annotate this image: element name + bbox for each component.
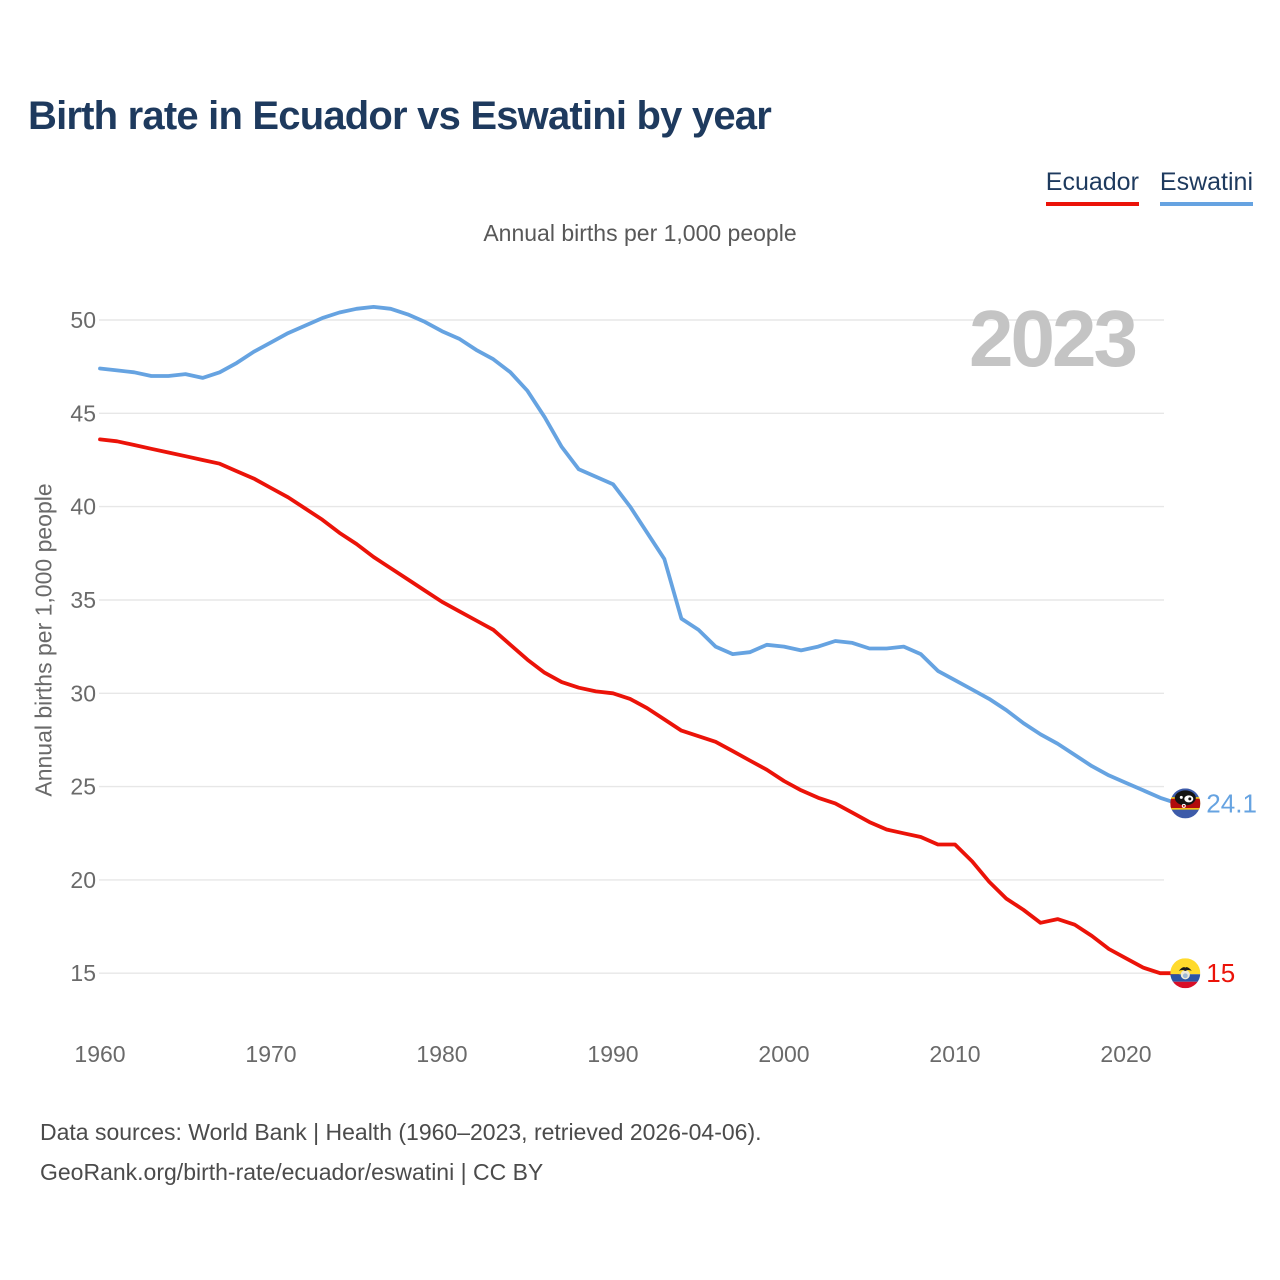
- eswatini-flag-icon: [1170, 788, 1201, 819]
- y-tick-label: 50: [70, 307, 96, 333]
- legend-item-ecuador[interactable]: Ecuador: [1045, 168, 1139, 206]
- y-tick-label: 20: [70, 867, 96, 893]
- ecuador-flag-icon: [1170, 958, 1201, 989]
- chart-subtitle: Annual births per 1,000 people: [483, 220, 797, 246]
- y-tick-label: 30: [70, 680, 96, 706]
- legend: Ecuador Eswatini: [1045, 168, 1253, 206]
- x-tick-label: 1970: [245, 1041, 296, 1067]
- x-tick-label: 2000: [758, 1041, 809, 1067]
- grid-and-axes: 15 20 25 30 35 40 45 50 1960 1970 1980 1990 2000 2010…: [70, 307, 1164, 1067]
- y-tick-label: 35: [70, 587, 96, 613]
- x-tick-label: 1960: [74, 1041, 125, 1067]
- y-tick-label: 25: [70, 774, 96, 800]
- series-lines: 15 24.1: [98, 304, 1257, 989]
- eswatini-end-value: 24.1: [1206, 788, 1257, 818]
- y-tick-label: 40: [70, 494, 96, 520]
- eswatini-line: [98, 304, 1180, 806]
- legend-label-eswatini: Eswatini: [1159, 168, 1253, 196]
- legend-label-ecuador: Ecuador: [1045, 168, 1139, 196]
- footer-url-line: GeoRank.org/birth-rate/ecuador/eswatini …: [40, 1159, 544, 1185]
- ecuador-end-value: 15: [1206, 958, 1235, 988]
- footer-source-line: Data sources: World Bank | Health (1960–…: [40, 1119, 762, 1145]
- footer: Data sources: World Bank | Health (1960–…: [40, 1112, 762, 1192]
- x-tick-label: 1990: [587, 1041, 638, 1067]
- watermark-year: 2023: [969, 294, 1135, 383]
- x-tick-label: 1980: [416, 1041, 467, 1067]
- y-tick-label: 15: [70, 960, 96, 986]
- x-tick-label: 2010: [929, 1041, 980, 1067]
- x-tick-label: 2020: [1100, 1041, 1151, 1067]
- y-axis-title: Annual births per 1,000 people: [30, 483, 57, 797]
- legend-item-eswatini[interactable]: Eswatini: [1159, 168, 1253, 206]
- y-tick-label: 45: [70, 400, 96, 426]
- page-title: Birth rate in Ecuador vs Eswatini by yea…: [28, 94, 772, 138]
- ecuador-line: [98, 437, 1180, 976]
